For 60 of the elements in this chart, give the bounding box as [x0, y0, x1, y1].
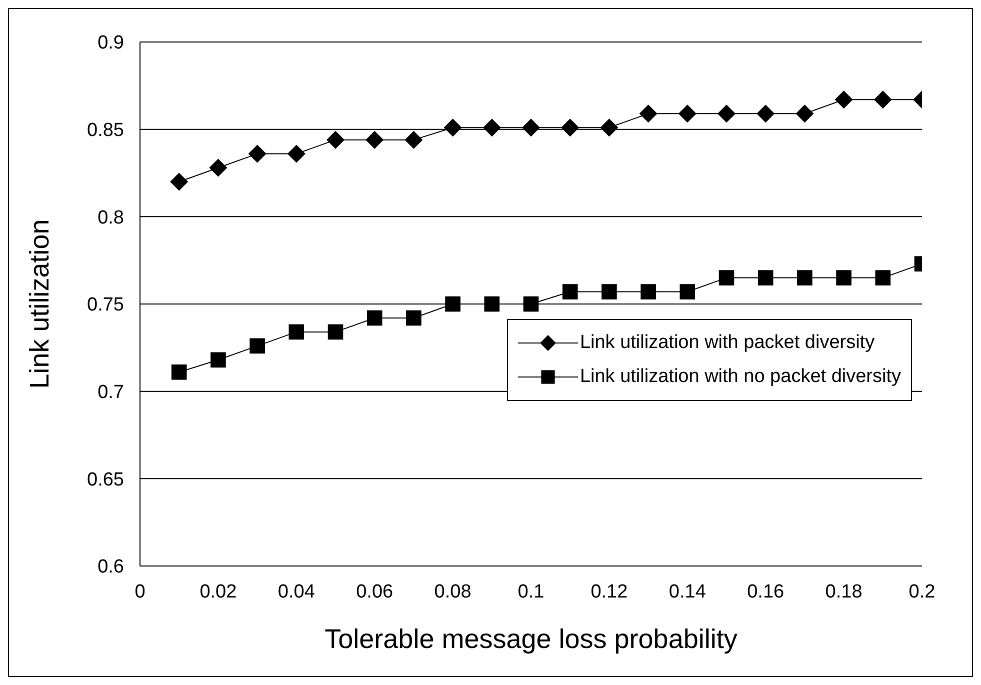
point — [600, 118, 618, 137]
y-tick-label: 0.8 — [98, 207, 124, 228]
point — [170, 172, 188, 191]
point — [602, 284, 617, 300]
point — [718, 104, 736, 123]
x-axis-title: Tolerable message loss probability — [324, 624, 738, 654]
point — [640, 284, 656, 300]
y-tick-label: 0.85 — [87, 120, 124, 142]
point — [756, 104, 775, 123]
point — [834, 90, 853, 109]
x-tick-label: 0.2 — [908, 581, 936, 602]
legend-label: Link utilization with packet diversity — [580, 332, 875, 354]
point — [678, 104, 696, 123]
legend-label: Link utilization with no packet diversity — [580, 366, 901, 388]
point — [562, 284, 578, 300]
point — [328, 324, 344, 340]
point — [482, 118, 501, 137]
point — [248, 144, 266, 163]
point — [796, 104, 814, 123]
x-tick-label: 0.08 — [434, 581, 472, 602]
point — [288, 324, 304, 340]
point — [561, 118, 580, 137]
point — [718, 270, 734, 286]
y-axis-title: Link utilization — [24, 219, 55, 389]
point — [406, 310, 422, 326]
y-tick-label: 0.65 — [87, 469, 124, 490]
x-tick-label: 0.06 — [356, 581, 394, 602]
point — [366, 130, 384, 149]
point — [171, 364, 187, 380]
point — [209, 158, 228, 177]
point — [875, 270, 891, 286]
point — [287, 144, 306, 163]
point — [523, 296, 539, 312]
point — [326, 130, 344, 149]
x-tick-label: 0.14 — [668, 581, 706, 602]
y-tick-label: 0.6 — [98, 556, 124, 578]
point — [874, 90, 892, 109]
point — [522, 118, 540, 137]
point — [639, 104, 658, 123]
y-tick-label: 0.9 — [98, 32, 124, 54]
point — [404, 130, 423, 149]
point — [250, 338, 265, 354]
x-tick-label: 0 — [134, 581, 146, 602]
point — [484, 296, 500, 312]
x-tick-label: 0.04 — [278, 581, 316, 602]
x-tick-label: 0.18 — [825, 581, 862, 602]
x-tick-label: 0.1 — [518, 581, 544, 602]
x-tick-label: 0.12 — [590, 581, 628, 602]
point — [797, 270, 812, 286]
point — [680, 284, 696, 300]
x-tick-label: 0.16 — [747, 581, 784, 602]
point — [366, 310, 382, 326]
y-tick-label: 0.7 — [98, 382, 124, 404]
point — [445, 296, 460, 312]
x-tick-label: 0.02 — [200, 581, 237, 602]
y-tick-label: 0.75 — [87, 294, 124, 316]
point — [836, 270, 852, 286]
point — [210, 352, 226, 368]
point — [444, 118, 462, 137]
point — [758, 270, 774, 286]
